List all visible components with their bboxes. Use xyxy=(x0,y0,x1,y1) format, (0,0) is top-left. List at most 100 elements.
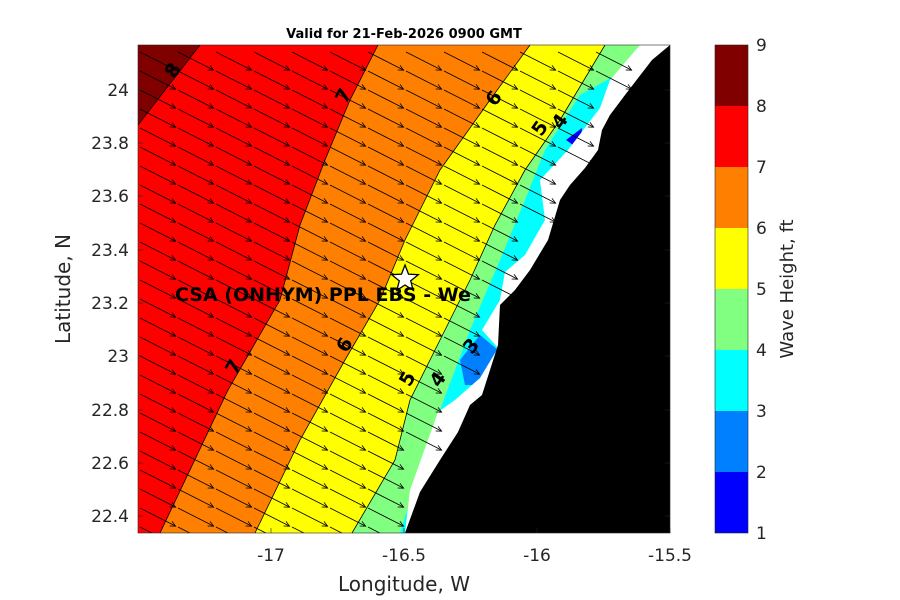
wave-arrow-head xyxy=(321,483,329,489)
wave-arrow xyxy=(139,469,176,489)
wave-arrow-head xyxy=(587,141,595,147)
wave-arrow xyxy=(595,70,632,90)
wave-arrow-head xyxy=(321,464,329,470)
wave-arrow xyxy=(291,241,328,261)
wave-arrow-head xyxy=(169,369,177,375)
wave-arrow xyxy=(443,70,480,90)
wave-arrow xyxy=(405,146,442,166)
wave-arrow-head xyxy=(359,445,367,451)
wave-arrow-head xyxy=(397,179,405,185)
wave-arrow xyxy=(253,336,290,356)
wave-arrow-head xyxy=(549,198,557,204)
wave-arrow xyxy=(557,70,594,90)
wave-arrow xyxy=(405,393,442,413)
wave-arrow xyxy=(139,393,176,413)
y-tick-label: 22.4 xyxy=(91,507,129,527)
wave-arrow-head xyxy=(397,217,405,223)
wave-arrow xyxy=(481,165,518,185)
wave-arrow-head xyxy=(245,236,253,242)
wave-arrow-head xyxy=(283,217,291,223)
wave-arrow-head xyxy=(435,388,443,394)
wave-arrow xyxy=(329,260,366,280)
wave-arrow xyxy=(253,260,290,280)
wave-arrow xyxy=(291,203,328,223)
wave-arrow-head xyxy=(359,255,367,261)
colorbar-tick-label: 1 xyxy=(756,524,767,544)
wave-arrow-head xyxy=(245,122,253,128)
wave-arrow-head xyxy=(397,331,405,337)
wave-arrow xyxy=(367,355,404,375)
wave-arrow-head xyxy=(359,84,367,90)
wave-arrow xyxy=(291,317,328,337)
wave-arrow-head xyxy=(511,141,519,147)
wave-arrow-head xyxy=(511,179,519,185)
wave-arrow-head xyxy=(435,331,443,337)
wave-arrow-head xyxy=(245,65,253,71)
wave-arrow-head xyxy=(245,217,253,223)
y-tick-label: 23.4 xyxy=(91,241,129,261)
wave-arrow-head xyxy=(473,179,481,185)
wave-arrow xyxy=(215,355,252,375)
wave-arrow-head xyxy=(207,103,215,109)
wave-arrow-head xyxy=(169,293,177,299)
wave-arrow-head xyxy=(207,179,215,185)
wave-arrow-head xyxy=(511,122,519,128)
wave-arrow xyxy=(291,89,328,109)
wave-arrow xyxy=(177,393,214,413)
wave-arrow xyxy=(329,488,366,508)
wave-arrow xyxy=(405,70,442,90)
wave-arrow xyxy=(215,526,229,533)
y-tick-label: 23.2 xyxy=(91,294,129,314)
wave-arrow-head xyxy=(283,483,291,489)
wave-arrow xyxy=(519,89,556,109)
wave-arrow-head xyxy=(245,388,253,394)
wave-arrow xyxy=(177,146,214,166)
wave-arrow-head xyxy=(207,502,215,508)
wave-arrow xyxy=(177,241,214,261)
wave-arrow xyxy=(443,165,480,185)
wave-arrow xyxy=(253,89,290,109)
wave-arrow xyxy=(329,469,366,489)
colorbar-swatch xyxy=(715,289,748,350)
wave-arrow xyxy=(177,165,214,185)
wave-arrow xyxy=(481,146,518,166)
wave-arrow-head xyxy=(360,540,366,545)
colorbar-tick-label: 3 xyxy=(756,402,767,422)
wave-arrow xyxy=(253,127,290,147)
wave-arrow-head xyxy=(245,331,253,337)
wave-arrow xyxy=(253,355,290,375)
wave-arrow-head xyxy=(169,255,177,261)
wave-arrow xyxy=(367,393,404,413)
wave-arrow-head xyxy=(245,255,253,261)
wave-arrow-head xyxy=(283,198,291,204)
wave-arrow xyxy=(329,374,366,394)
wave-arrow-head xyxy=(207,84,215,90)
wave-arrow xyxy=(291,469,328,489)
wave-arrow xyxy=(291,184,328,204)
wave-arrow xyxy=(291,298,328,318)
wave-arrow-head xyxy=(473,84,481,90)
wave-arrow-head xyxy=(321,236,329,242)
wave-arrow xyxy=(405,279,442,299)
wave-arrow xyxy=(329,222,366,242)
wave-arrow-head xyxy=(359,502,367,508)
wave-arrow xyxy=(481,127,518,147)
wave-arrow xyxy=(367,89,404,109)
wave-arrow-head xyxy=(435,65,443,71)
wave-arrow xyxy=(405,203,442,223)
wave-arrow-head xyxy=(207,464,215,470)
wave-arrow xyxy=(177,317,214,337)
wave-arrow-head xyxy=(207,445,215,451)
wave-arrow-head xyxy=(245,179,253,185)
colorbar-swatch xyxy=(715,106,748,167)
wave-arrow xyxy=(291,146,328,166)
wave-arrow xyxy=(329,203,366,223)
wave-arrow-head xyxy=(169,141,177,147)
wave-arrow xyxy=(481,51,518,71)
wave-arrow-head xyxy=(473,103,481,109)
wave-arrow-head xyxy=(587,103,595,109)
wave-arrow-head xyxy=(359,407,367,413)
wave-arrow-head xyxy=(435,274,443,280)
wave-arrow xyxy=(329,336,366,356)
y-tick-label: 24 xyxy=(107,81,129,101)
